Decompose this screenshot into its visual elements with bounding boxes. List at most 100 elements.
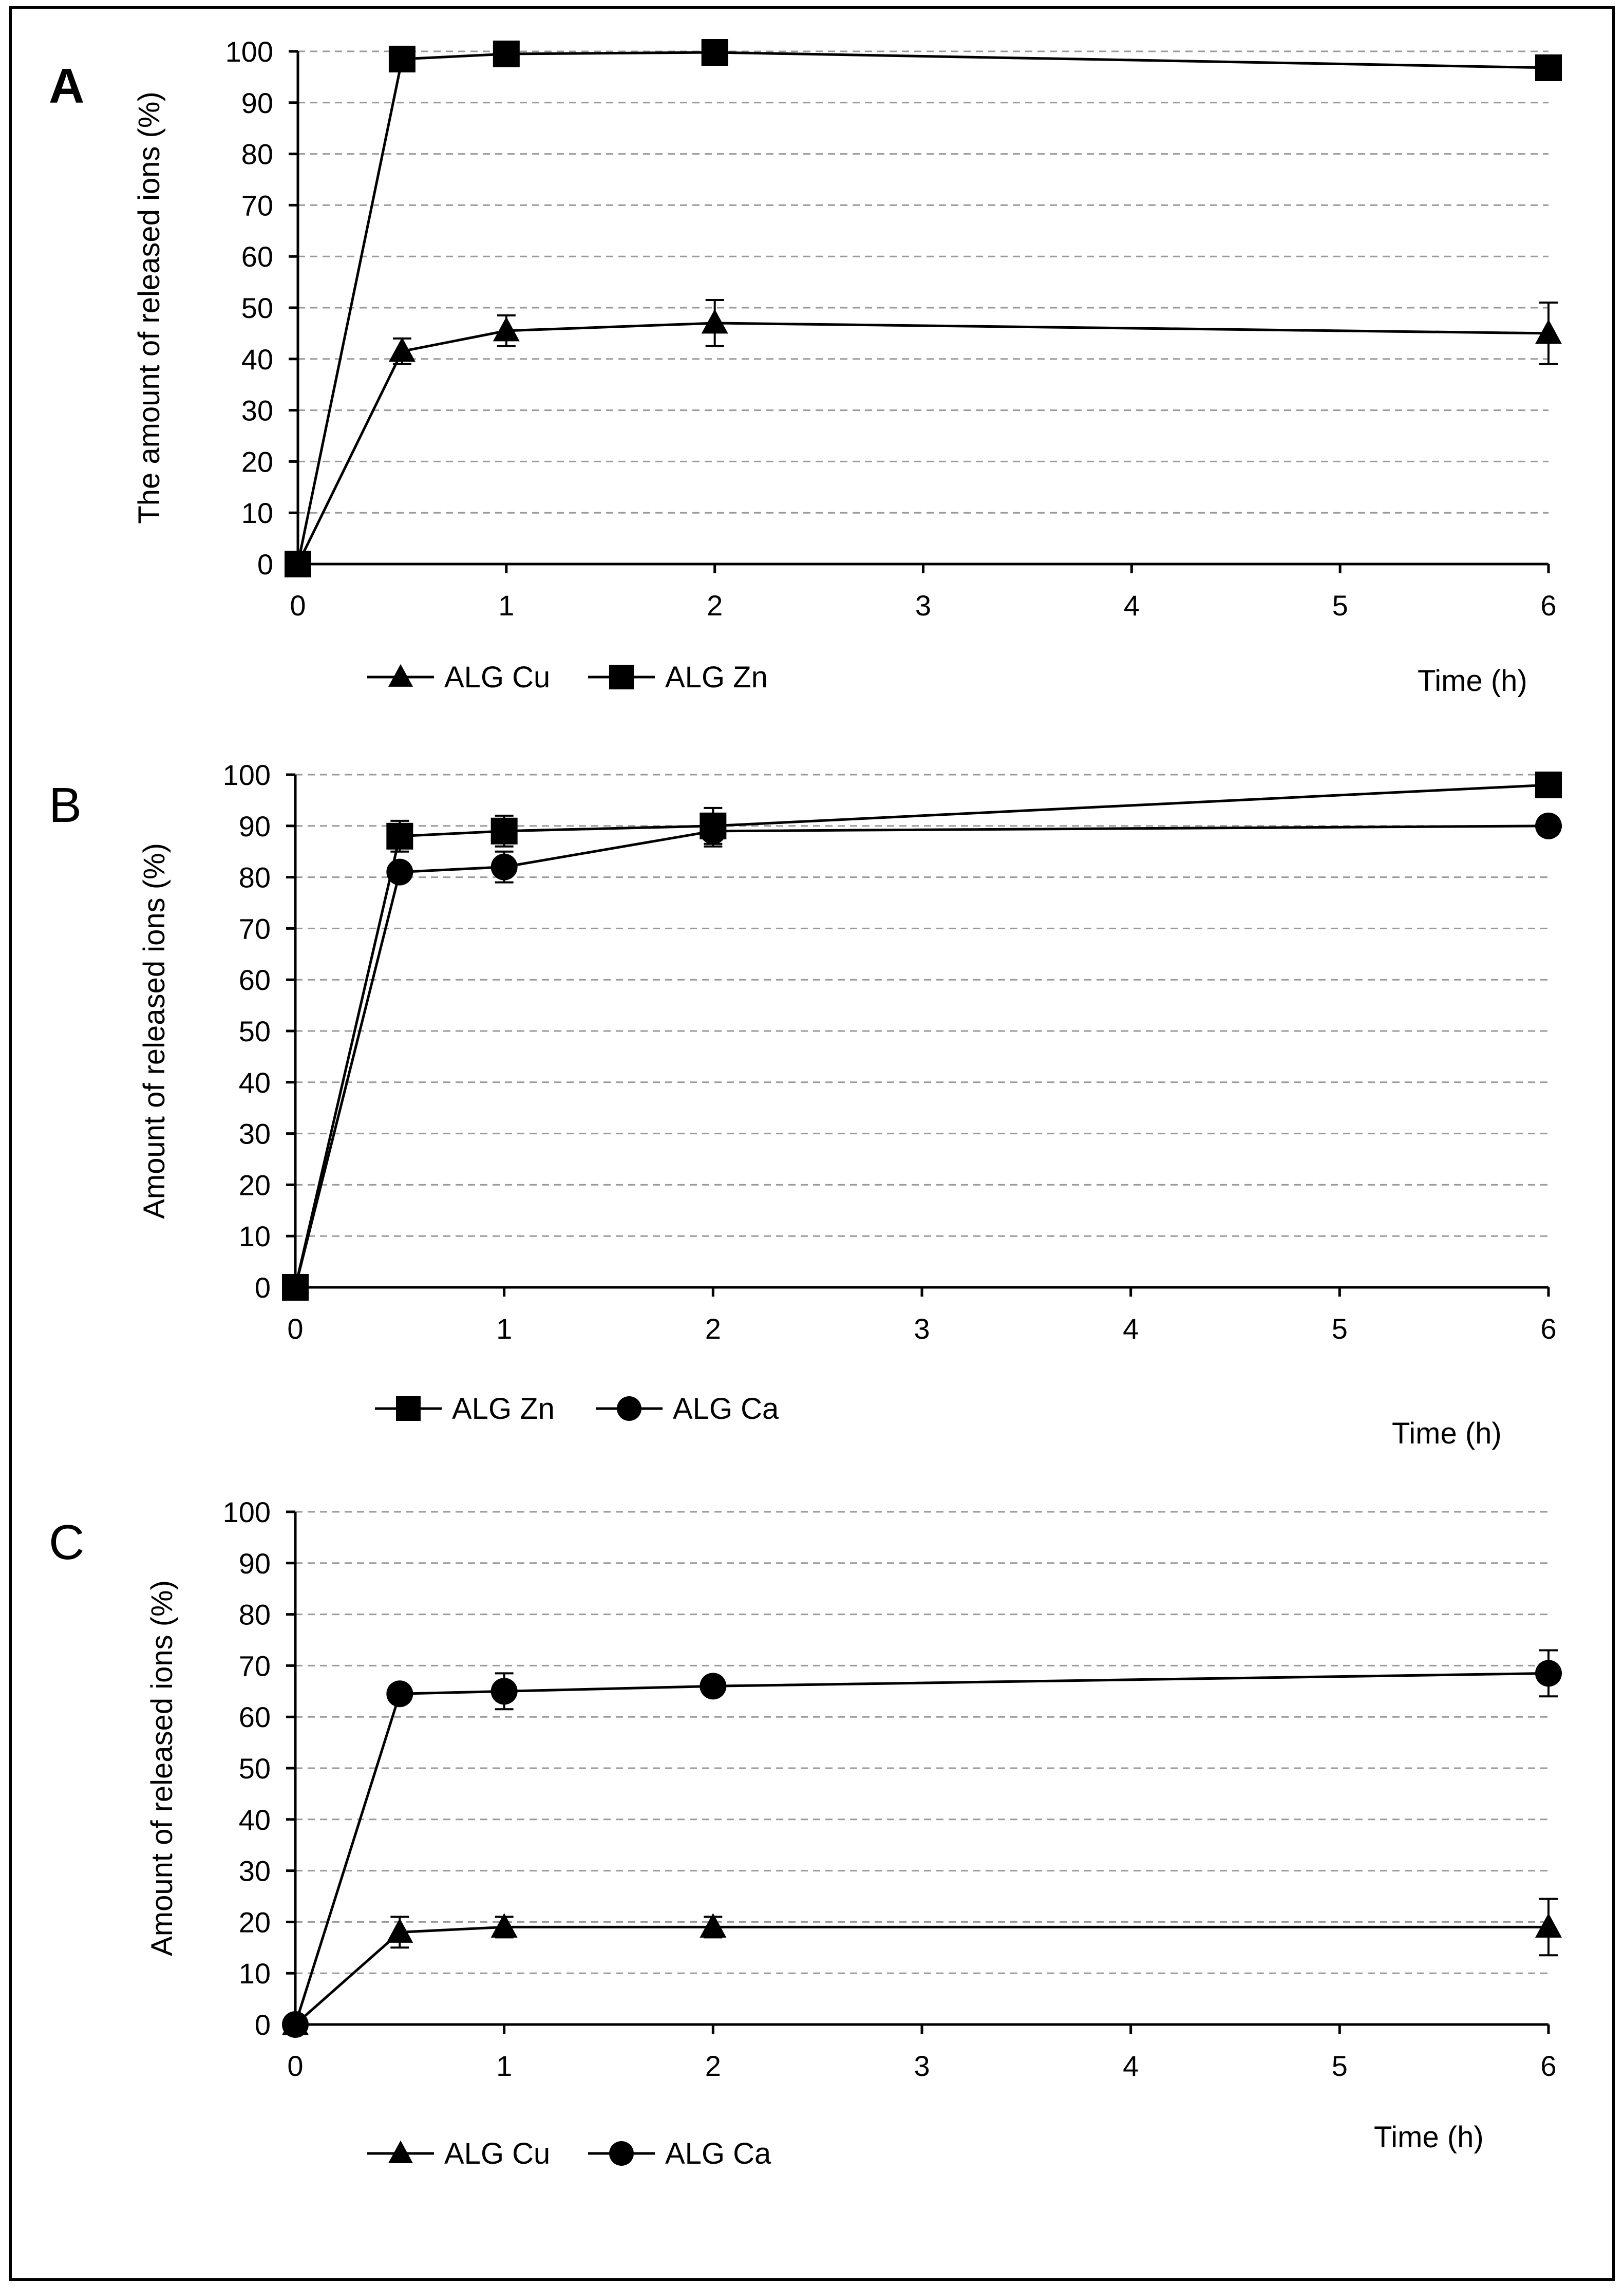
legend-entry: ALG Zn	[375, 1392, 555, 1426]
legend-marker-circle	[609, 2141, 634, 2166]
x-tick-label: 6	[1540, 589, 1556, 622]
x-tick-label: 5	[1332, 589, 1348, 622]
y-tick-label: 60	[241, 240, 273, 273]
y-tick-label: 10	[239, 1220, 271, 1252]
x-tick-label: 2	[705, 2050, 721, 2082]
legend-marker-circle	[617, 1396, 641, 1421]
y-tick-label: 90	[239, 1547, 271, 1580]
x-tick-label: 6	[1540, 1313, 1556, 1345]
legend-marker-triangle	[388, 664, 413, 687]
panel-letter: B	[49, 778, 82, 833]
y-tick-label: 90	[241, 87, 273, 119]
series-alg-cu	[285, 299, 1562, 575]
data-point-circle	[490, 853, 518, 880]
y-tick-label: 70	[241, 189, 273, 221]
data-point-circle	[1535, 812, 1562, 839]
data-point-circle	[282, 1274, 309, 1301]
series-alg-zn	[282, 771, 1562, 1301]
x-tick-label: 0	[287, 2050, 303, 2082]
legend-label: ALG Zn	[452, 1392, 555, 1426]
data-point-triangle	[700, 1913, 727, 1938]
y-tick-label: 40	[239, 1066, 271, 1099]
data-point-square	[1535, 54, 1562, 81]
legend-label: ALG Cu	[444, 2137, 550, 2170]
data-point-triangle	[1535, 319, 1562, 344]
y-tick-label: 10	[239, 1957, 271, 1990]
y-tick-label: 20	[241, 445, 273, 478]
data-point-square	[285, 551, 311, 577]
series-line	[294, 1925, 1549, 2026]
data-point-square	[701, 39, 728, 66]
y-axis-title: The amount of released ions (%)	[133, 91, 166, 523]
figure-frame	[9, 6, 1615, 2281]
x-tick-label: 4	[1124, 589, 1140, 622]
data-point-circle	[282, 2011, 309, 2038]
data-point-triangle	[1535, 1913, 1562, 1938]
y-tick-label: 0	[257, 548, 273, 580]
data-point-triangle	[388, 337, 416, 362]
data-point-circle	[490, 1678, 518, 1705]
y-tick-label: 100	[223, 759, 271, 791]
legend-marker-square	[396, 1396, 421, 1421]
legend-label: ALG Ca	[673, 1392, 779, 1426]
y-tick-label: 10	[241, 497, 273, 529]
y-tick-label: 100	[223, 1496, 271, 1528]
y-tick-label: 60	[239, 1701, 271, 1733]
data-point-square	[493, 40, 520, 67]
x-tick-label: 3	[914, 1313, 930, 1345]
y-tick-label: 50	[239, 1752, 271, 1785]
series-line	[294, 1672, 1549, 2025]
data-point-triangle	[493, 316, 520, 342]
legend-entry: ALG Cu	[367, 2137, 550, 2170]
y-tick-label: 40	[239, 1804, 271, 1836]
data-point-triangle	[386, 1918, 413, 1943]
x-axis-title: Time (h)	[1418, 664, 1527, 698]
y-tick-label: 0	[255, 2009, 271, 2041]
legend-entry: ALG Ca	[588, 2137, 771, 2170]
x-tick-label: 3	[914, 2050, 930, 2082]
series-alg-cu	[282, 1898, 1562, 2035]
x-tick-label: 0	[290, 589, 306, 622]
legend-marker-square	[609, 665, 634, 689]
legend-entry: ALG Ca	[596, 1392, 779, 1426]
y-tick-label: 90	[239, 810, 271, 842]
y-tick-label: 100	[225, 35, 273, 68]
y-tick-label: 20	[239, 1906, 271, 1938]
legend-entry: ALG Cu	[367, 661, 550, 694]
x-axis-title: Time (h)	[1392, 1417, 1502, 1450]
data-point-square	[490, 817, 518, 845]
y-tick-label: 50	[241, 292, 273, 324]
series-alg-ca	[282, 812, 1562, 1301]
data-point-square	[1535, 771, 1562, 798]
y-tick-label: 60	[239, 964, 271, 996]
chart-panel-b: B 0 10 20 30 40 50 60 70 80 90 100 0 1 2 3 4 5 6 Amount of …	[49, 759, 1562, 1450]
x-tick-label: 6	[1540, 2050, 1556, 2082]
chart-panel-a: A 0 10 20 30 40 50 60 70 80 90 100 0 1 2 3 4 5 6 The amount…	[49, 35, 1562, 698]
legend-label: ALG Ca	[665, 2137, 771, 2170]
legend-label: ALG Zn	[665, 661, 768, 694]
y-tick-label: 30	[239, 1855, 271, 1887]
x-tick-label: 1	[496, 1313, 512, 1345]
x-axis-title: Time (h)	[1374, 2121, 1484, 2154]
y-tick-label: 30	[241, 395, 273, 427]
data-point-circle	[386, 1680, 413, 1708]
legend-entry: ALG Zn	[588, 661, 768, 694]
series-line	[294, 824, 1549, 1288]
y-tick-label: 20	[239, 1169, 271, 1201]
data-point-square	[386, 822, 413, 850]
chart-panel-c: C 0 10 20 30 40 50 60 70 80 90 100 0 1 2 3 4 5 6 Amount of …	[49, 1496, 1562, 2170]
y-tick-label: 30	[239, 1118, 271, 1150]
x-tick-label: 4	[1123, 1313, 1139, 1345]
y-tick-label: 0	[255, 1271, 271, 1304]
legend-marker-triangle	[388, 2140, 413, 2163]
series-line	[294, 783, 1549, 1288]
y-tick-label: 50	[239, 1015, 271, 1047]
legend-label: ALG Cu	[444, 661, 550, 694]
panel-letter: A	[49, 59, 84, 114]
x-tick-label: 5	[1332, 1313, 1348, 1345]
y-tick-label: 70	[239, 912, 271, 945]
y-tick-label: 70	[239, 1649, 271, 1682]
data-point-circle	[386, 858, 413, 886]
x-tick-label: 5	[1332, 2050, 1348, 2082]
